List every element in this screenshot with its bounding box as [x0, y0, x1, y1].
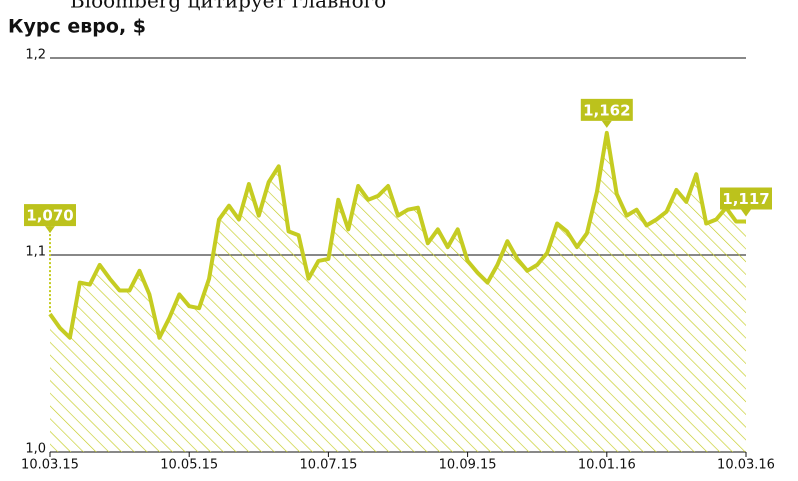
label-box: [24, 204, 76, 227]
label-pointer: [741, 209, 751, 217]
y-tick-label: 1,1: [25, 245, 46, 260]
value-label: 1,070: [26, 207, 73, 225]
line: [48, 130, 746, 340]
area: [50, 132, 746, 452]
y-tick-label: 1,2: [25, 48, 46, 63]
x-tick-label: 10.03.15: [21, 458, 79, 473]
x-tick-label: 10.01.16: [578, 458, 636, 473]
value-label: 1,117: [722, 190, 769, 208]
y-tick-label: 1,0: [25, 442, 46, 457]
label-box: [580, 98, 633, 121]
x-tick-label: 10.03.16: [717, 458, 775, 473]
value-label: 1,162: [583, 101, 630, 119]
x-tick-label: 10.09.15: [439, 458, 497, 473]
label-pointer: [601, 120, 612, 128]
label-box: [720, 187, 772, 210]
label-pointer: [45, 226, 55, 234]
x-tick-label: 10.05.15: [160, 458, 218, 473]
header-text: Bloomberg цитирует главного: [70, 0, 386, 13]
x-tick-label: 10.07.15: [299, 458, 357, 473]
chart-title: Курс евро, $: [8, 16, 146, 38]
